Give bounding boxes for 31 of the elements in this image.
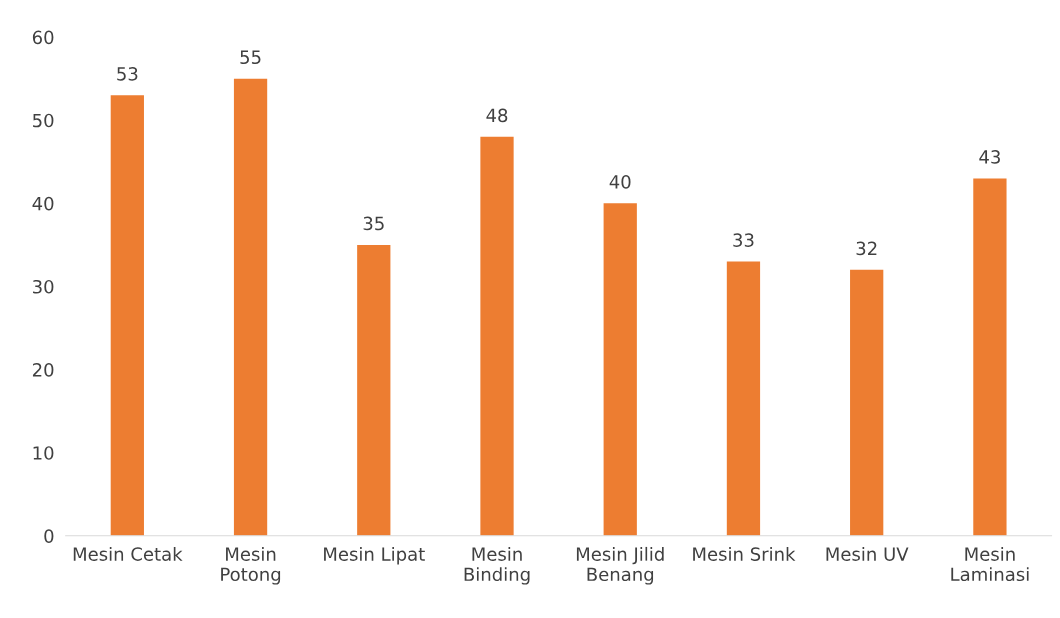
data-label: 40 bbox=[609, 175, 631, 189]
bar bbox=[357, 244, 391, 536]
data-label: 35 bbox=[363, 216, 384, 231]
data-label: 33 bbox=[733, 233, 754, 247]
x-tick-label: Mesin Binding bbox=[464, 546, 530, 585]
y-tick-label: 40 bbox=[32, 196, 54, 211]
y-tick-label: 20 bbox=[32, 363, 54, 377]
x-tick-label: Mesin Lipat bbox=[324, 546, 425, 565]
data-label: 43 bbox=[979, 150, 1000, 164]
data-label: 53 bbox=[117, 67, 138, 81]
x-tick-label: Mesin Jilid Benang bbox=[576, 546, 664, 585]
x-tick-label: Mesin Potong bbox=[221, 546, 281, 585]
bar bbox=[973, 178, 1007, 536]
x-tick-label: Mesin Laminasi bbox=[951, 546, 1029, 582]
x-tick-label: Mesin Srink bbox=[693, 546, 796, 561]
y-tick-label: 50 bbox=[33, 113, 54, 128]
data-label: 32 bbox=[856, 241, 877, 256]
data-label: 55 bbox=[240, 50, 261, 65]
x-tick-label: Mesin UV bbox=[826, 546, 909, 561]
bar bbox=[603, 203, 637, 536]
bar bbox=[110, 95, 144, 536]
bar bbox=[850, 269, 884, 536]
y-tick-label: 10 bbox=[33, 446, 54, 460]
bar bbox=[233, 78, 268, 536]
bar bbox=[480, 136, 514, 536]
x-tick-label: Mesin Cetak bbox=[73, 546, 183, 561]
bar bbox=[726, 261, 761, 536]
y-tick-label: 0 bbox=[44, 529, 54, 543]
data-label: 48 bbox=[486, 108, 508, 123]
y-tick-label: 30 bbox=[33, 279, 54, 294]
y-tick-label: 60 bbox=[32, 30, 54, 45]
